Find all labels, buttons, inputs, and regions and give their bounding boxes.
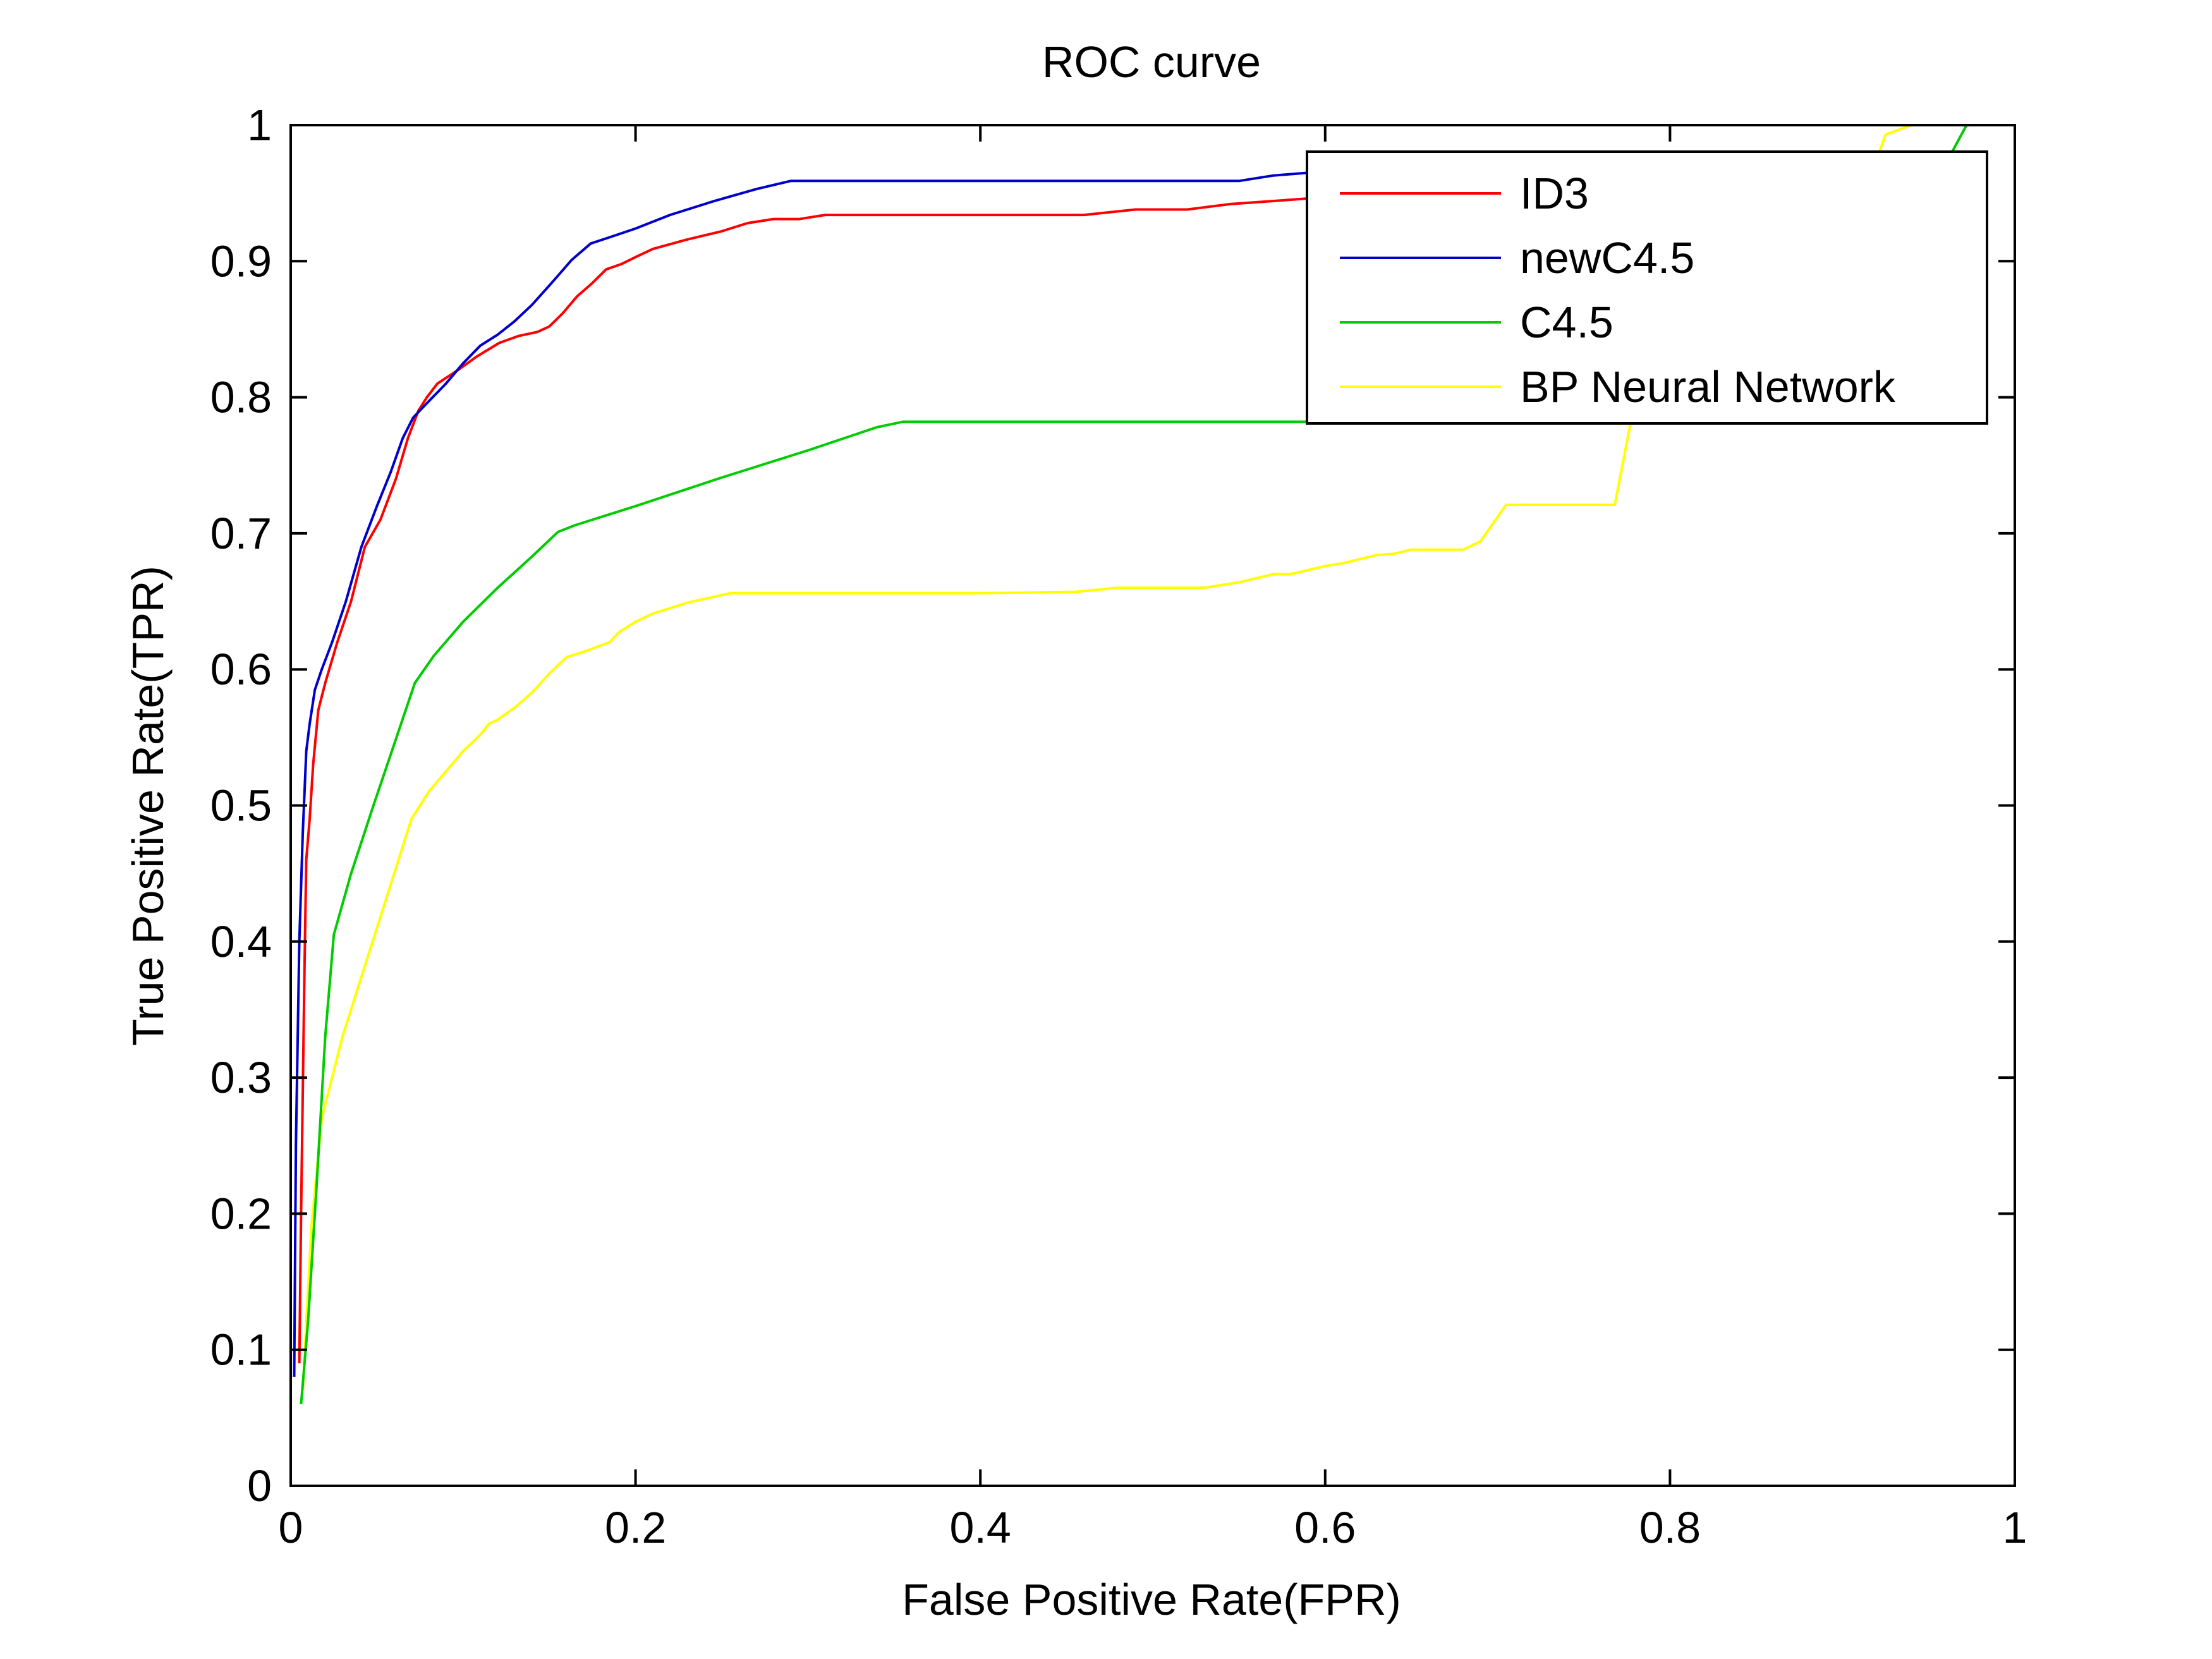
y-tick-label: 0.3	[210, 1053, 272, 1102]
x-tick-label: 0.2	[605, 1503, 666, 1552]
y-tick-label: 0.1	[210, 1325, 272, 1375]
y-tick-label: 0.5	[210, 781, 272, 830]
chart-title: ROC curve	[1042, 37, 1261, 87]
y-tick-label: 0.8	[210, 373, 272, 422]
y-axis-label: True Positive Rate(TPR)	[123, 566, 173, 1046]
tick-labels: 0 0.2 0.4 0.6 0.8 1 0 0.1 0.2 0.3 0.4 0.5 0.6 0.7 0.8 0…	[210, 100, 2027, 1552]
legend-items: ID3 newC4.5 C4.5 BP Neural Network	[1340, 169, 1896, 411]
legend-box	[1306, 150, 1988, 425]
x-tick-label: 0.4	[950, 1503, 1011, 1552]
x-tick-label: 0	[279, 1503, 303, 1552]
legend-label: BP Neural Network	[1520, 362, 1896, 411]
y-tick-label: 0.2	[210, 1189, 272, 1238]
legend-label: ID3	[1520, 169, 1589, 218]
y-tick-label: 1	[247, 100, 272, 150]
plot-area-frame	[289, 124, 2016, 1487]
x-tick-label: 1	[2003, 1503, 2027, 1552]
legend-label: C4.5	[1520, 298, 1613, 347]
series-line-newc4-5	[293, 167, 1326, 1377]
x-tick-label: 0.8	[1639, 1503, 1701, 1552]
plot-series	[293, 124, 1968, 1404]
y-tick-label: 0.6	[210, 645, 272, 694]
legend: ID3 newC4.5 C4.5 BP Neural Network	[1306, 150, 1988, 425]
y-tick-label: 0.9	[210, 236, 272, 286]
series-line-bp-neural-network	[301, 124, 1912, 1391]
x-axis-label: False Positive Rate(FPR)	[902, 1575, 1401, 1624]
x-tick-label: 0.6	[1294, 1503, 1356, 1552]
y-tick-label: 0	[247, 1461, 272, 1510]
y-tick-label: 0.4	[210, 917, 272, 966]
y-tick-label: 0.7	[210, 509, 272, 558]
legend-label: newC4.5	[1520, 233, 1694, 283]
series-line-id3	[298, 189, 1429, 1364]
